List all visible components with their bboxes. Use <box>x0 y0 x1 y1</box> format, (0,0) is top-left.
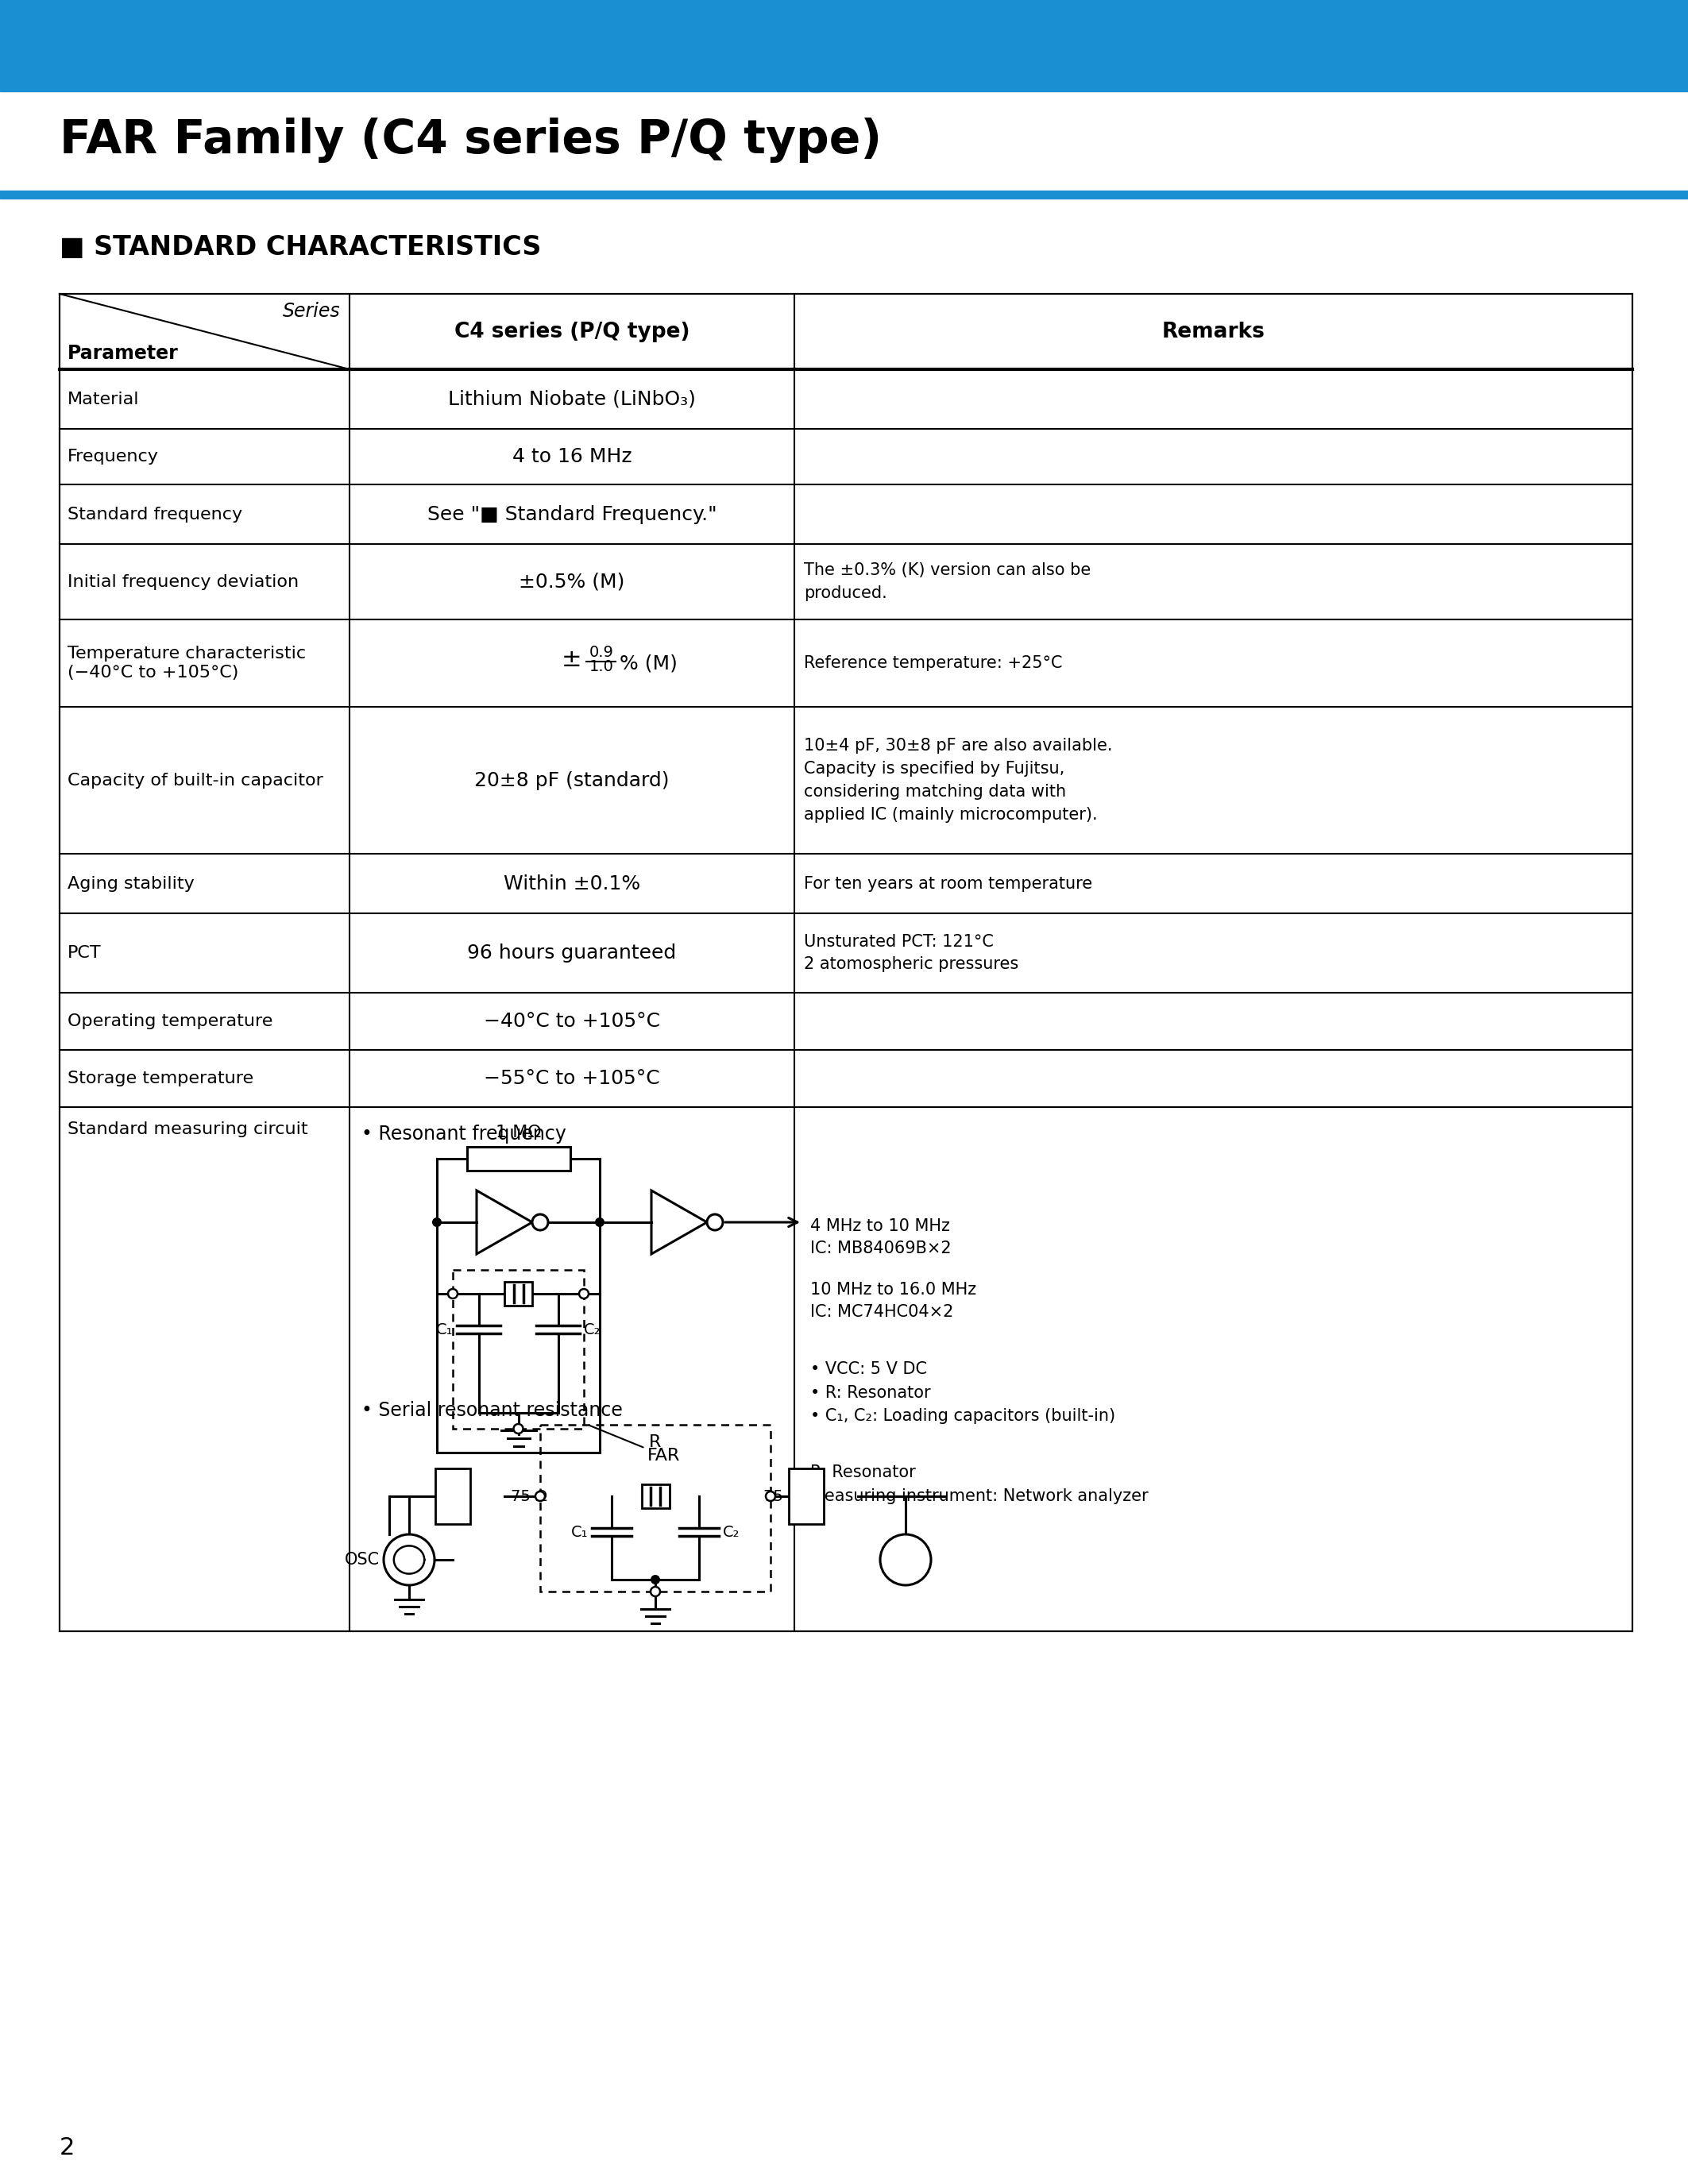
Text: For ten years at room temperature: For ten years at room temperature <box>803 876 1092 891</box>
Text: LM: LM <box>895 1553 917 1568</box>
Text: Temperature characteristic
(−40°C to +105°C): Temperature characteristic (−40°C to +10… <box>68 646 306 679</box>
Text: The ±0.3% (K) version can also be
produced.: The ±0.3% (K) version can also be produc… <box>803 561 1090 601</box>
Text: C₁: C₁ <box>571 1524 587 1540</box>
Text: Lithium Niobate (LiNbO₃): Lithium Niobate (LiNbO₃) <box>447 389 695 408</box>
Bar <box>505 1282 532 1306</box>
Circle shape <box>513 1424 523 1433</box>
Text: 10±4 pF, 30±8 pF are also available.
Capacity is specified by Fujitsu,
consideri: 10±4 pF, 30±8 pF are also available. Cap… <box>803 738 1112 823</box>
Text: Standard measuring circuit: Standard measuring circuit <box>68 1120 307 1138</box>
Text: 1.0: 1.0 <box>589 660 614 675</box>
Circle shape <box>532 1214 549 1230</box>
Circle shape <box>879 1535 932 1586</box>
Text: Within ±0.1%: Within ±0.1% <box>503 874 640 893</box>
Text: ±: ± <box>562 649 582 670</box>
Text: Standard frequency: Standard frequency <box>68 507 243 522</box>
Circle shape <box>766 1492 775 1500</box>
Text: FAR Family (C4 series P/Q type): FAR Family (C4 series P/Q type) <box>59 118 881 164</box>
Text: OSC: OSC <box>344 1553 380 1568</box>
Text: • Serial resonant resistance: • Serial resonant resistance <box>361 1400 623 1420</box>
Text: Frequency: Frequency <box>68 448 159 465</box>
Text: −55°C to +105°C: −55°C to +105°C <box>484 1068 660 1088</box>
Text: R: R <box>511 1282 525 1297</box>
Text: Aging stability: Aging stability <box>68 876 194 891</box>
Text: 96 hours guaranteed: 96 hours guaranteed <box>468 943 677 963</box>
Text: C₂: C₂ <box>584 1321 601 1337</box>
Bar <box>0 190 1688 199</box>
Text: Initial frequency deviation: Initial frequency deviation <box>68 574 299 590</box>
Text: 4 to 16 MHz: 4 to 16 MHz <box>511 448 631 465</box>
Text: R: Resonator
Measuring instrument: Network analyzer: R: Resonator Measuring instrument: Netwo… <box>810 1465 1148 1505</box>
Circle shape <box>594 1216 604 1227</box>
Circle shape <box>650 1575 660 1583</box>
Bar <box>452 1269 584 1428</box>
Bar <box>641 1485 668 1509</box>
Circle shape <box>447 1289 457 1299</box>
Text: 2: 2 <box>59 2136 74 2160</box>
Text: Storage temperature: Storage temperature <box>68 1070 253 1085</box>
Bar <box>788 1468 824 1524</box>
Text: 20±8 pF (standard): 20±8 pF (standard) <box>474 771 670 791</box>
Text: C₁: C₁ <box>436 1321 452 1337</box>
Text: Unsturated PCT: 121°C
2 atomospheric pressures: Unsturated PCT: 121°C 2 atomospheric pre… <box>803 933 1018 972</box>
Text: Parameter: Parameter <box>68 343 179 363</box>
Text: See "■ Standard Frequency.": See "■ Standard Frequency." <box>427 505 717 524</box>
Text: 4 MHz to 10 MHz
IC: MB84069B×2: 4 MHz to 10 MHz IC: MB84069B×2 <box>810 1219 952 1256</box>
Text: ■ STANDARD CHARACTERISTICS: ■ STANDARD CHARACTERISTICS <box>59 234 542 260</box>
Bar <box>540 1424 770 1592</box>
Circle shape <box>383 1535 434 1586</box>
Text: Series: Series <box>282 301 339 321</box>
Circle shape <box>579 1289 589 1299</box>
Circle shape <box>432 1216 442 1227</box>
Text: Remarks: Remarks <box>1161 321 1264 343</box>
Text: ±0.5% (M): ±0.5% (M) <box>518 572 625 592</box>
Text: Operating temperature: Operating temperature <box>68 1013 273 1029</box>
Text: R: R <box>650 1435 662 1450</box>
Text: FAR: FAR <box>589 1426 680 1463</box>
Text: • VCC: 5 V DC
• R: Resonator
• C₁, C₂: Loading capacitors (built-in): • VCC: 5 V DC • R: Resonator • C₁, C₂: L… <box>810 1361 1116 1424</box>
Text: C4 series (P/Q type): C4 series (P/Q type) <box>454 321 690 343</box>
Circle shape <box>650 1588 660 1597</box>
Text: C₂: C₂ <box>722 1524 739 1540</box>
Text: Capacity of built-in capacitor: Capacity of built-in capacitor <box>68 773 322 788</box>
Text: % (M): % (M) <box>619 653 677 673</box>
Text: 75 Ω: 75 Ω <box>763 1489 800 1505</box>
Bar <box>466 1147 571 1171</box>
Bar <box>436 1468 471 1524</box>
Text: 75 Ω: 75 Ω <box>511 1489 547 1505</box>
Text: Reference temperature: +25°C: Reference temperature: +25°C <box>803 655 1062 670</box>
Text: 10 MHz to 16.0 MHz
IC: MC74HC04×2: 10 MHz to 16.0 MHz IC: MC74HC04×2 <box>810 1282 976 1319</box>
Bar <box>59 295 1632 1631</box>
Circle shape <box>707 1214 722 1230</box>
Text: • Resonant frequency: • Resonant frequency <box>361 1125 565 1144</box>
Text: PCT: PCT <box>68 946 101 961</box>
Text: Material: Material <box>68 391 140 406</box>
Text: 1 MΩ: 1 MΩ <box>496 1125 542 1140</box>
Text: 0.9: 0.9 <box>589 644 614 660</box>
Bar <box>0 0 1688 92</box>
Text: −40°C to +105°C: −40°C to +105°C <box>484 1011 660 1031</box>
Circle shape <box>535 1492 545 1500</box>
